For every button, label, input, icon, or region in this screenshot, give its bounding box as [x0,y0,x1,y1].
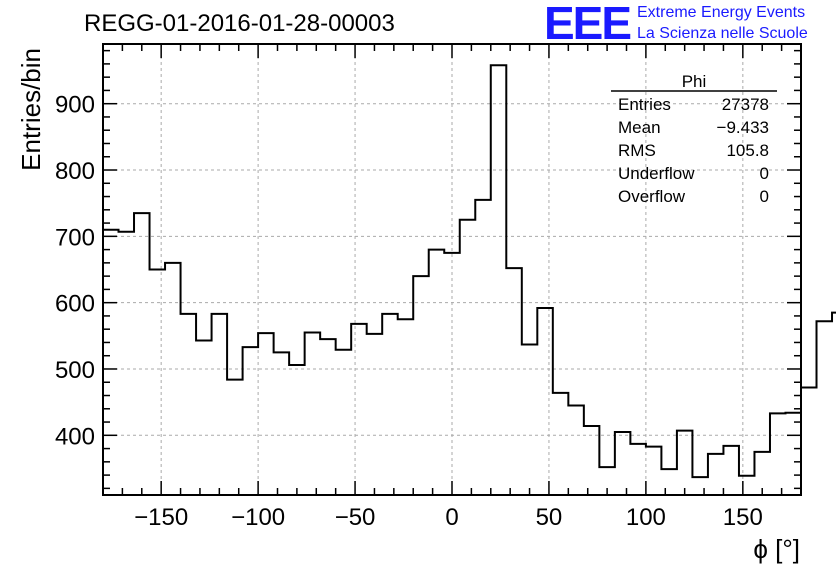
stats-value: 0 [760,187,769,206]
stats-title: Phi [682,72,707,91]
y-tick-label: 500 [55,357,95,384]
y-tick-label: 800 [55,158,95,185]
stats-value: 0 [760,164,769,183]
y-tick-label: 400 [55,423,95,450]
y-axis-label: Entries/bin [16,48,46,171]
y-tick-label: 700 [55,224,95,251]
y-tick-label: 900 [55,92,95,119]
x-tick-label: 0 [445,504,458,531]
x-tick-label: −100 [231,504,285,531]
eee-logo: EEE [544,0,632,49]
x-tick-label: 100 [626,504,666,531]
axes [102,43,802,496]
x-axis-label: ϕ [°] [753,534,800,564]
x-tick-label: −150 [134,504,188,531]
x-tick-label: 50 [536,504,563,531]
histogram-line [103,64,836,479]
logo-tagline-1: Extreme Energy Events [637,4,806,21]
stats-label: Overflow [618,187,686,206]
stats-label: RMS [618,141,656,160]
chart-title: REGG-01-2016-01-28-00003 [84,10,395,37]
logo-tagline-2: La Scienza nelle Scuole [637,25,808,42]
grid-lines [103,44,801,495]
x-tick-label: −50 [335,504,376,531]
x-tick-label: 150 [723,504,763,531]
stats-value: 105.8 [726,141,769,160]
stats-label: Mean [618,118,661,137]
stats-label: Entries [618,95,671,114]
stats-value: 27378 [722,95,769,114]
stats-label: Underflow [618,164,695,183]
stats-value: −9.433 [717,118,769,137]
y-tick-label: 600 [55,291,95,318]
stats-box: Phi Entries 27378 Mean −9.433 RMS 105.8 Underf… [611,72,777,206]
tick-labels: −150 −100 −50 0 50 100 150 400 500 600 700 800 900 [55,92,763,531]
